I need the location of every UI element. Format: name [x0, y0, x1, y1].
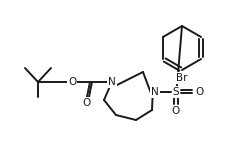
Text: O: O: [82, 98, 90, 108]
Text: O: O: [68, 77, 76, 87]
Text: O: O: [196, 87, 204, 97]
Text: O: O: [172, 106, 180, 116]
Text: S: S: [173, 87, 179, 97]
Text: N: N: [108, 77, 116, 87]
Text: Br: Br: [176, 73, 188, 83]
Text: N: N: [151, 87, 159, 97]
